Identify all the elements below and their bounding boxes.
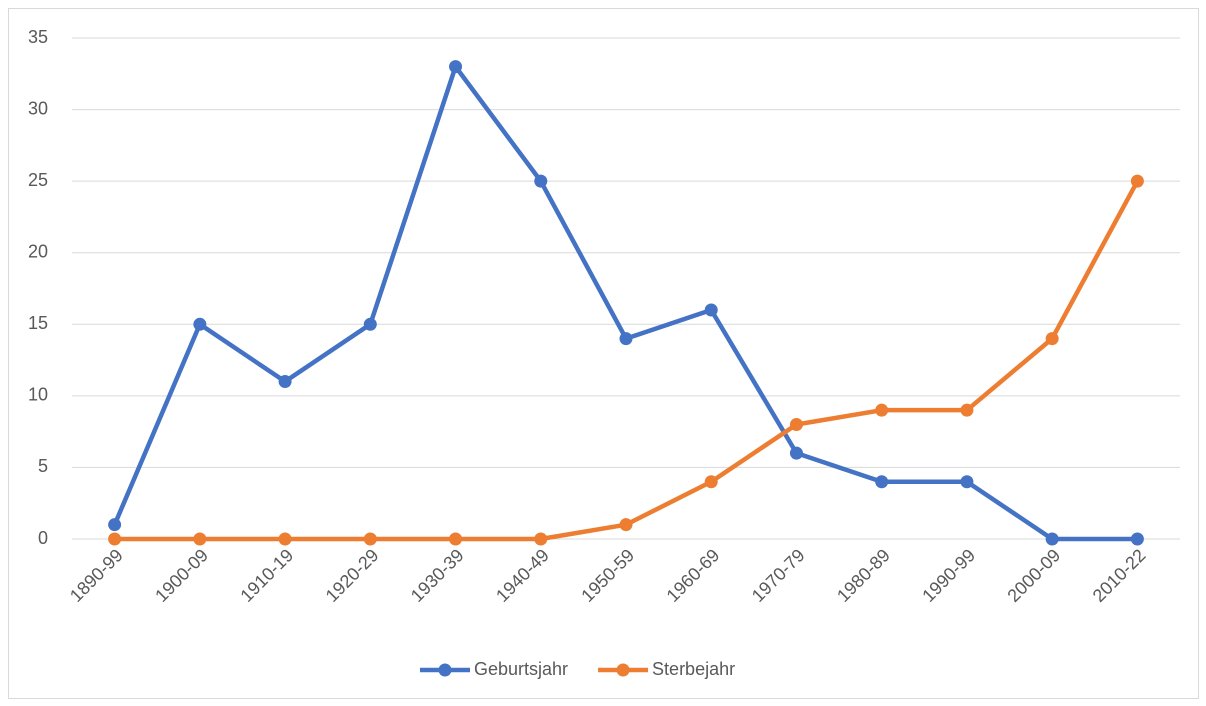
data-point — [449, 60, 463, 74]
data-point — [363, 317, 377, 331]
y-tick-label: 5 — [38, 456, 48, 476]
y-tick-label: 0 — [38, 528, 48, 548]
data-point — [108, 518, 122, 532]
legend-marker — [616, 663, 630, 677]
data-point — [534, 532, 548, 546]
y-tick-label: 25 — [28, 170, 48, 190]
data-point — [704, 475, 718, 489]
legend-marker — [438, 663, 452, 677]
chart-border — [8, 8, 1199, 699]
legend-label: Geburtsjahr — [474, 659, 568, 679]
data-point — [960, 475, 974, 489]
data-point — [789, 446, 803, 460]
y-tick-label: 10 — [28, 385, 48, 405]
data-point — [789, 417, 803, 431]
data-point — [704, 303, 718, 317]
data-point — [619, 518, 633, 532]
data-point — [193, 317, 207, 331]
data-point — [875, 475, 889, 489]
data-point — [108, 532, 122, 546]
data-point — [1130, 174, 1144, 188]
data-point — [875, 403, 889, 417]
y-tick-label: 35 — [28, 27, 48, 47]
data-point — [1045, 332, 1059, 346]
data-point — [534, 174, 548, 188]
y-tick-label: 15 — [28, 313, 48, 333]
data-point — [1130, 532, 1144, 546]
data-point — [193, 532, 207, 546]
data-point — [363, 532, 377, 546]
y-tick-label: 30 — [28, 98, 48, 118]
data-point — [1045, 532, 1059, 546]
legend-label: Sterbejahr — [652, 659, 735, 679]
data-point — [619, 332, 633, 346]
data-point — [960, 403, 974, 417]
y-tick-label: 20 — [28, 241, 48, 261]
data-point — [449, 532, 463, 546]
data-point — [278, 375, 292, 389]
data-point — [278, 532, 292, 546]
